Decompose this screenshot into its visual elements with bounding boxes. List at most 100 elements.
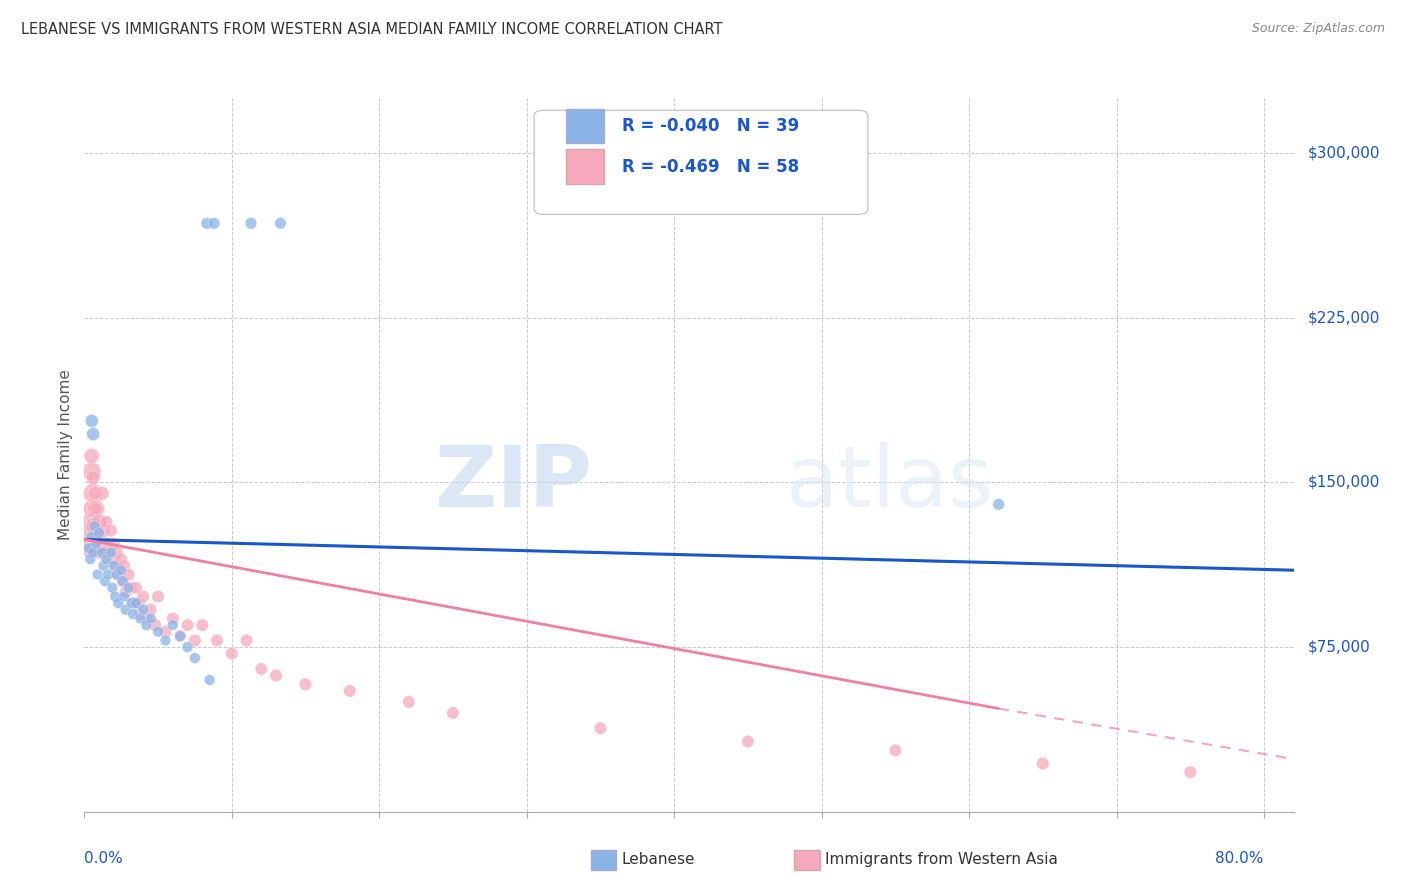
- Point: [103, 537, 125, 551]
- Point: [104, 558, 127, 573]
- Point: [139, 603, 162, 617]
- Text: Source: ZipAtlas.com: Source: ZipAtlas.com: [1251, 22, 1385, 36]
- Point: [176, 640, 198, 654]
- Point: [589, 721, 612, 735]
- Point: [80, 449, 103, 463]
- Text: R = -0.469   N = 58: R = -0.469 N = 58: [623, 158, 800, 176]
- Point: [79, 552, 101, 566]
- Point: [105, 567, 128, 582]
- Text: $150,000: $150,000: [1308, 475, 1381, 490]
- Point: [114, 603, 136, 617]
- Point: [93, 524, 115, 538]
- Point: [121, 581, 143, 595]
- Point: [117, 567, 139, 582]
- Point: [339, 684, 361, 698]
- Point: [198, 673, 221, 687]
- Point: [132, 590, 155, 604]
- Text: atlas: atlas: [786, 442, 994, 525]
- Point: [132, 603, 155, 617]
- Point: [82, 471, 104, 485]
- Text: ZIP: ZIP: [434, 442, 592, 525]
- Point: [146, 590, 169, 604]
- Point: [146, 624, 169, 639]
- Point: [101, 552, 124, 566]
- Point: [143, 618, 166, 632]
- Point: [294, 677, 316, 691]
- Point: [269, 216, 291, 230]
- Point: [205, 633, 228, 648]
- Point: [80, 464, 103, 478]
- Point: [82, 546, 104, 560]
- Point: [111, 574, 134, 589]
- Point: [250, 662, 273, 676]
- Point: [83, 519, 105, 533]
- Point: [100, 546, 122, 560]
- Point: [221, 647, 243, 661]
- Point: [79, 541, 101, 556]
- Point: [155, 624, 177, 639]
- Point: [105, 546, 128, 560]
- Point: [103, 558, 125, 573]
- Point: [125, 581, 148, 595]
- Point: [112, 590, 135, 604]
- Y-axis label: Median Family Income: Median Family Income: [58, 369, 73, 541]
- Point: [84, 501, 107, 516]
- Point: [87, 525, 110, 540]
- FancyBboxPatch shape: [534, 111, 868, 214]
- Point: [1032, 756, 1054, 771]
- FancyBboxPatch shape: [565, 109, 605, 143]
- Point: [129, 611, 152, 625]
- Point: [169, 629, 191, 643]
- Point: [135, 611, 157, 625]
- Point: [96, 515, 118, 529]
- Point: [117, 581, 139, 595]
- Point: [195, 216, 218, 230]
- Point: [90, 546, 112, 560]
- Point: [235, 633, 257, 648]
- Point: [107, 567, 129, 582]
- Point: [97, 567, 120, 582]
- Point: [83, 486, 105, 500]
- Point: [82, 486, 104, 500]
- Point: [398, 695, 420, 709]
- Point: [441, 706, 464, 720]
- Point: [83, 541, 105, 556]
- Point: [162, 611, 184, 625]
- Point: [139, 611, 162, 625]
- Point: [86, 567, 108, 582]
- Text: LEBANESE VS IMMIGRANTS FROM WESTERN ASIA MEDIAN FAMILY INCOME CORRELATION CHART: LEBANESE VS IMMIGRANTS FROM WESTERN ASIA…: [21, 22, 723, 37]
- Point: [129, 607, 152, 621]
- Point: [122, 596, 145, 610]
- Point: [184, 633, 207, 648]
- Text: R = -0.040   N = 39: R = -0.040 N = 39: [623, 117, 800, 135]
- Point: [80, 501, 103, 516]
- Point: [176, 618, 198, 632]
- Text: $75,000: $75,000: [1308, 640, 1371, 655]
- Point: [122, 607, 145, 621]
- Point: [264, 668, 287, 682]
- Point: [191, 618, 214, 632]
- Point: [91, 546, 114, 560]
- Point: [111, 574, 134, 589]
- Point: [184, 651, 207, 665]
- Point: [91, 486, 114, 500]
- Point: [84, 537, 107, 551]
- Text: $225,000: $225,000: [1308, 310, 1381, 326]
- Point: [107, 596, 129, 610]
- Point: [240, 216, 263, 230]
- Point: [110, 552, 132, 566]
- Point: [94, 574, 117, 589]
- Point: [80, 530, 103, 544]
- Point: [77, 541, 100, 556]
- Point: [77, 519, 100, 533]
- Point: [987, 497, 1010, 511]
- Point: [93, 558, 115, 573]
- Point: [202, 216, 225, 230]
- Point: [98, 546, 121, 560]
- Point: [128, 596, 150, 610]
- Point: [114, 585, 136, 599]
- Text: Lebanese: Lebanese: [621, 853, 695, 867]
- Text: 0.0%: 0.0%: [84, 851, 124, 866]
- Point: [737, 734, 759, 748]
- Point: [112, 558, 135, 573]
